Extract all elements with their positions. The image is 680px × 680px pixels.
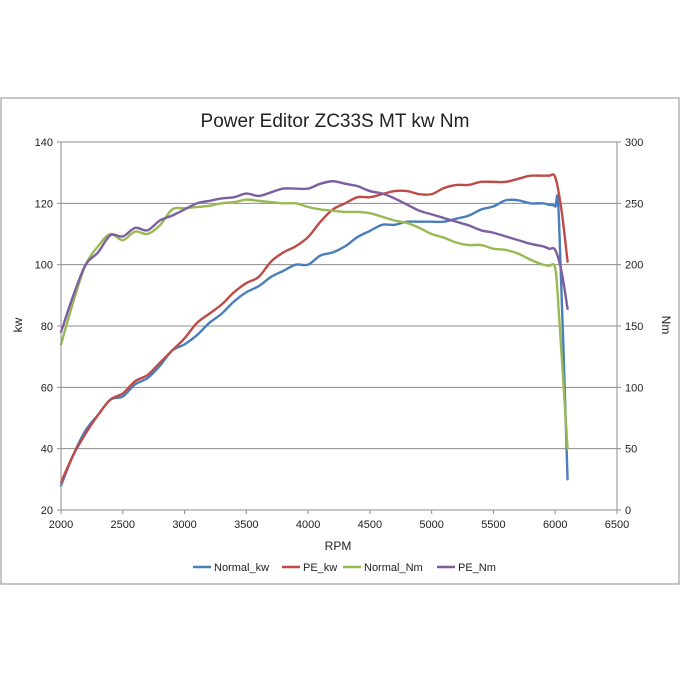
y2-tick-label: 100 — [625, 382, 643, 394]
x-tick-label: 5500 — [481, 519, 505, 531]
chart-title: Power Editor ZC33S MT kw Nm — [201, 111, 470, 132]
x-tick-label: 5000 — [419, 519, 443, 531]
x-tick-label: 4500 — [358, 519, 382, 531]
x-tick-label: 3500 — [234, 519, 258, 531]
x-tick-label: 6000 — [543, 519, 567, 531]
chart-svg: Power Editor ZC33S MT kw Nm 20 40 60 80 100 1… — [0, 97, 680, 585]
y2-tick-label: 300 — [625, 137, 643, 149]
legend-label: Normal_kw — [214, 562, 269, 574]
y2-tick-label: 50 — [625, 444, 637, 456]
y2-tick-label: 200 — [625, 260, 643, 272]
y-tick-label: 60 — [41, 382, 53, 394]
y-tick-label: 100 — [35, 260, 53, 272]
legend-label: Normal_Nm — [364, 562, 423, 574]
y2-tick-label: 250 — [625, 198, 643, 210]
y-tick-label: 40 — [41, 444, 53, 456]
axes: 20 40 60 80 100 120 140 0 50 100 150 200 250 300 2000 2… — [35, 137, 644, 531]
legend: Normal_kw PE_kw Normal_Nm PE_Nm — [193, 562, 496, 574]
series-line-pe-kw — [59, 173, 569, 484]
x-tick-label: 2500 — [111, 519, 135, 531]
chart-border — [0, 97, 680, 585]
y2-tick-label: 150 — [625, 321, 643, 333]
x-tick-label: 4000 — [296, 519, 320, 531]
legend-label: PE_Nm — [458, 562, 496, 574]
legend-label: PE_kw — [303, 562, 337, 574]
chart-frame: Power Editor ZC33S MT kw Nm 20 40 60 80 100 1… — [0, 97, 680, 585]
y-axis-label: kw — [11, 317, 25, 332]
y-tick-label: 140 — [35, 137, 53, 149]
series-line-normal-kw — [59, 194, 569, 487]
x-tick-label: 2000 — [49, 519, 73, 531]
series-line-pe-nm — [59, 180, 569, 334]
gridlines — [61, 141, 617, 511]
series-line-normal-nm — [59, 198, 569, 450]
x-tick-label: 6500 — [605, 519, 629, 531]
y-tick-label: 20 — [41, 505, 53, 517]
y-tick-label: 80 — [41, 321, 53, 333]
x-axis-label: RPM — [325, 539, 352, 553]
y2-tick-label: 0 — [625, 505, 631, 517]
y-tick-label: 120 — [35, 198, 53, 210]
series-lines — [59, 173, 569, 487]
x-tick-label: 3000 — [172, 519, 196, 531]
y2-axis-label: Nm — [659, 316, 673, 335]
